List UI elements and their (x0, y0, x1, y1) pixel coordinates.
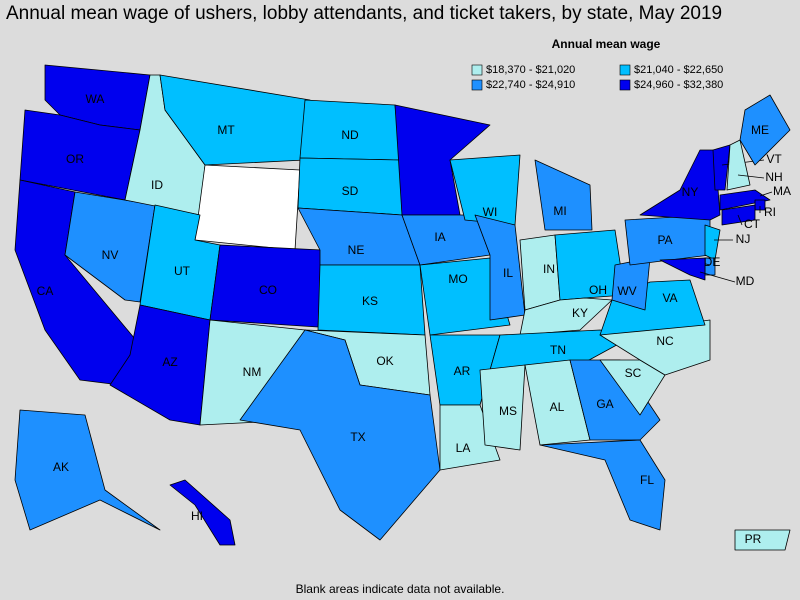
state-label: MT (217, 123, 235, 137)
state-label: NE (348, 243, 365, 257)
state-label: OH (589, 283, 607, 297)
state-label: OK (376, 354, 393, 368)
legend-swatch (619, 79, 631, 91)
state-label: VT (766, 152, 782, 166)
state-label: FL (640, 473, 654, 487)
state-label: AZ (162, 355, 177, 369)
state-label: SC (625, 366, 642, 380)
state-label: MI (553, 204, 566, 218)
state-label: CO (259, 283, 277, 297)
legend-label: $21,040 - $22,650 (634, 64, 723, 76)
state-label: NJ (736, 232, 751, 246)
leader-line (737, 174, 765, 179)
state-label: TX (350, 430, 365, 444)
state-label: GA (596, 397, 613, 411)
state-label: ND (341, 128, 359, 142)
state-label: NV (102, 248, 119, 262)
state (539, 439, 666, 531)
state (554, 229, 626, 301)
state (159, 74, 311, 166)
state (721, 204, 756, 226)
legend-swatch (471, 64, 483, 76)
state (474, 214, 526, 321)
state-label: SD (342, 184, 359, 198)
state (734, 529, 791, 551)
state-label: KY (572, 306, 588, 320)
state (194, 164, 301, 251)
state-label: LA (456, 441, 471, 455)
state-label: ID (151, 178, 163, 192)
state-label: MD (736, 274, 755, 288)
state-label: MA (773, 184, 791, 198)
legend-swatch (619, 64, 631, 76)
state (489, 329, 636, 371)
state-label: WV (617, 284, 636, 298)
state-label: ME (751, 123, 769, 137)
state-label: PA (657, 233, 672, 247)
state (479, 364, 526, 451)
state-label: AK (53, 460, 69, 474)
state-label: IA (434, 230, 445, 244)
state-label: TN (550, 343, 566, 357)
state-label: HI (191, 509, 203, 523)
state-label: IN (543, 262, 555, 276)
legend-title: Annual mean wage (552, 37, 661, 51)
leader-line (699, 271, 736, 283)
state (109, 304, 211, 426)
title: Annual mean wage of ushers, lobby attend… (6, 3, 722, 24)
state (419, 257, 511, 336)
state-label: AR (454, 364, 471, 378)
states: WAORCANVIDMTUTCOAZNMNDSDNEKSOKTXMNIAMOAR… (14, 64, 791, 551)
state-label: PR (745, 532, 762, 546)
state (169, 479, 236, 546)
state-label: AL (550, 400, 565, 414)
legend-label: $22,740 - $24,910 (486, 79, 575, 91)
state-label: MO (448, 272, 467, 286)
state (534, 159, 593, 231)
state (394, 104, 491, 216)
state-label: DE (704, 255, 721, 269)
state (14, 409, 161, 531)
state-label: CA (37, 284, 54, 298)
state (239, 329, 441, 541)
state (659, 257, 706, 281)
legend-label: $24,960 - $32,380 (634, 79, 723, 91)
state (719, 189, 771, 211)
state-label: KS (362, 294, 378, 308)
legend-swatch (471, 79, 483, 91)
leader-line (737, 214, 743, 226)
state-label: VA (662, 291, 677, 305)
state-label: WI (483, 205, 498, 219)
state-label: IL (503, 266, 513, 280)
state-label: NH (765, 170, 782, 184)
leader-line (759, 191, 773, 197)
footnote: Blank areas indicate data not available. (296, 582, 505, 596)
state-label: CT (744, 217, 761, 231)
state (726, 139, 751, 191)
state (739, 94, 791, 166)
state-label: WA (86, 92, 105, 106)
state-label: RI (764, 205, 776, 219)
state-label: NM (243, 365, 262, 379)
legend-label: $18,370 - $21,020 (486, 64, 575, 76)
state-label: NY (682, 185, 699, 199)
state-label: NC (656, 334, 674, 348)
state-label: OR (66, 152, 84, 166)
state-label: MS (499, 404, 517, 418)
state (639, 149, 721, 221)
state-label: UT (174, 264, 191, 278)
state (712, 144, 731, 191)
